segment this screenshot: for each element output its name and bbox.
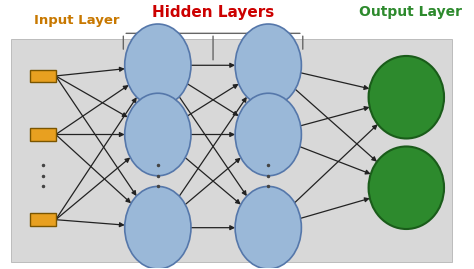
- FancyBboxPatch shape: [30, 213, 55, 226]
- Ellipse shape: [235, 24, 301, 107]
- Ellipse shape: [125, 186, 191, 269]
- Ellipse shape: [125, 93, 191, 176]
- Ellipse shape: [235, 93, 301, 176]
- FancyBboxPatch shape: [30, 128, 55, 141]
- Ellipse shape: [125, 24, 191, 107]
- FancyBboxPatch shape: [10, 39, 452, 262]
- Text: Output Layer: Output Layer: [359, 5, 463, 19]
- FancyBboxPatch shape: [30, 70, 55, 82]
- Ellipse shape: [369, 147, 444, 229]
- Text: Hidden Layers: Hidden Layers: [152, 5, 274, 20]
- Ellipse shape: [235, 186, 301, 269]
- Text: Input Layer: Input Layer: [34, 13, 119, 27]
- Ellipse shape: [369, 56, 444, 139]
